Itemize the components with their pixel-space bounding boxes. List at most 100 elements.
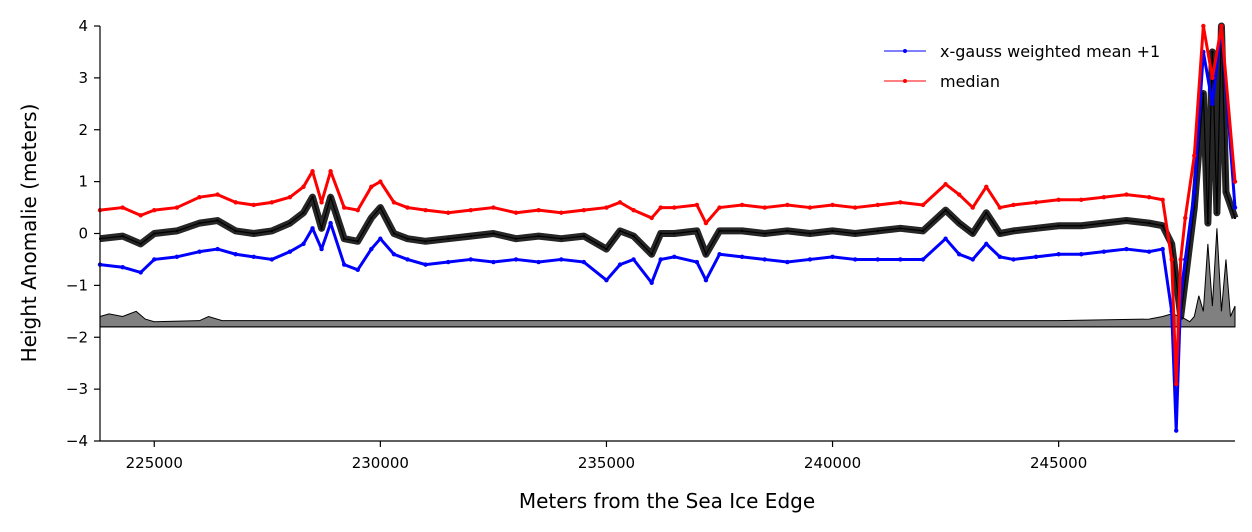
series-line [99, 24, 1237, 386]
raw-point [234, 229, 237, 232]
series-point [785, 202, 790, 208]
raw-point [659, 232, 662, 235]
raw-point [673, 232, 676, 235]
series-point [152, 207, 157, 213]
series-point [287, 249, 293, 254]
series-point [943, 236, 948, 241]
raw-point [198, 222, 201, 225]
raw-point [1161, 224, 1164, 227]
y-tick-label: −4 [66, 432, 88, 450]
series-point [1011, 202, 1016, 208]
series-point [875, 257, 880, 262]
series-point [559, 210, 564, 215]
series-point [739, 202, 745, 208]
raw-point [831, 229, 834, 232]
series-point [852, 205, 858, 210]
series-point [762, 205, 767, 210]
series-point [717, 205, 722, 210]
series-point [269, 200, 275, 205]
series-point [536, 259, 541, 265]
raw-point [605, 248, 608, 251]
series-point [269, 257, 275, 262]
raw-point [469, 235, 472, 238]
raw-point [447, 237, 450, 240]
raw-point [329, 196, 332, 199]
series-point [875, 202, 880, 208]
series-point [1183, 215, 1188, 221]
raw-point [808, 232, 811, 235]
series-point [233, 200, 238, 205]
series-point [328, 220, 333, 226]
series-point [920, 257, 926, 262]
raw-point [270, 229, 273, 232]
series-point [997, 254, 1003, 260]
series-point [658, 205, 663, 210]
legend-label-median: median [940, 72, 1000, 91]
x-axis-label: Meters from the Sea Ice Edge [519, 489, 815, 513]
series-point [984, 184, 989, 190]
series-0 [97, 23, 1238, 433]
raw-point [1211, 50, 1214, 53]
axes-layer: 4 3 2 1 0 −1 −2 −3 −4 225000 230000 235000 240000 245… [66, 17, 1235, 472]
series-point [984, 241, 989, 247]
raw-point [854, 232, 857, 235]
series-point [491, 259, 496, 265]
y-axis-label: Height Anomalie (meters) [17, 104, 41, 363]
raw-point [356, 240, 359, 243]
x-tick-label: 245000 [1030, 454, 1087, 472]
y-tick-label: −3 [66, 380, 88, 398]
fill-area [99, 228, 1236, 328]
series-point [513, 257, 519, 262]
raw-point [252, 232, 255, 235]
series-point [468, 207, 473, 213]
series-point [631, 207, 636, 213]
series-point [152, 257, 157, 262]
series-point [1169, 257, 1174, 262]
raw-point [958, 222, 961, 225]
series-point [1124, 246, 1129, 252]
series-point [785, 259, 790, 265]
raw-point [153, 232, 156, 235]
series-point [1033, 200, 1039, 205]
raw-point [985, 211, 988, 214]
series-point [423, 207, 428, 213]
raw-point [370, 216, 373, 219]
series-point [617, 200, 623, 205]
series-point [672, 205, 677, 210]
series-point [604, 205, 609, 210]
raw-point [139, 242, 142, 245]
series-point [251, 254, 256, 260]
series-point [694, 202, 700, 208]
raw-point [515, 237, 518, 240]
series-point [631, 257, 636, 262]
raw-point [695, 229, 698, 232]
series-point [1124, 192, 1129, 197]
series-point [1174, 428, 1179, 433]
series-point [581, 207, 587, 213]
series-point [1056, 252, 1061, 257]
series-point [1011, 257, 1016, 262]
series-point [1033, 254, 1039, 260]
raw-height-layer [99, 22, 1239, 320]
series-point [1201, 23, 1206, 29]
series-point [1232, 205, 1238, 210]
x-tick-label: 235000 [578, 454, 635, 472]
raw-point [320, 227, 323, 230]
series-point [807, 257, 813, 262]
series-point [1079, 252, 1084, 257]
raw-point [650, 253, 653, 256]
series-point [956, 252, 962, 257]
series-1 [97, 23, 1238, 387]
series-point [287, 194, 293, 200]
series-point [445, 210, 451, 215]
series-point [174, 205, 180, 210]
fill-area-layer [99, 228, 1236, 328]
x-tick-label: 240000 [804, 454, 861, 472]
raw-point [1057, 224, 1060, 227]
raw-point [379, 206, 382, 209]
raw-point [1215, 211, 1218, 214]
series-point [1146, 194, 1152, 200]
series-point [581, 259, 587, 265]
series-point [1210, 75, 1215, 81]
